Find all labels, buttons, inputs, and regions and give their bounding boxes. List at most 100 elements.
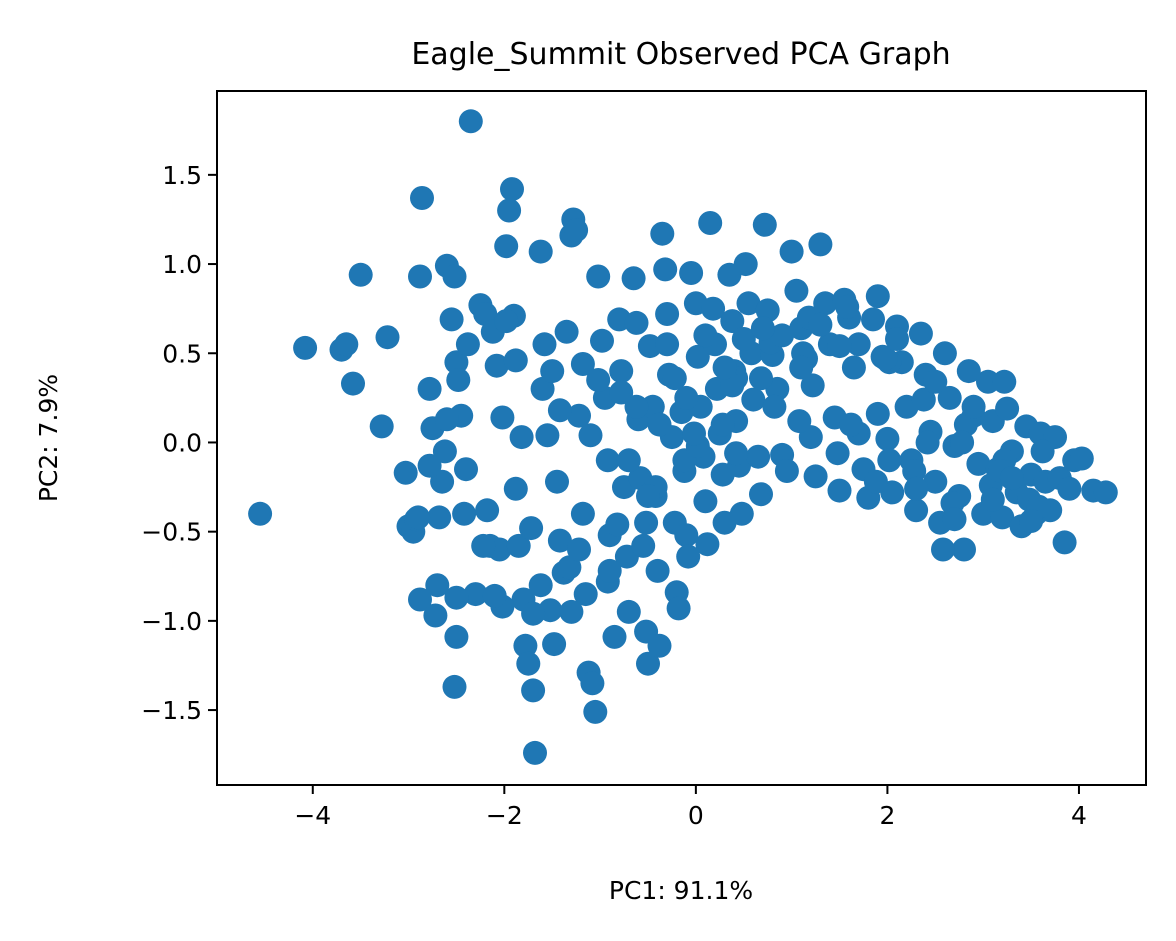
scatter-point — [455, 332, 480, 357]
scatter-point — [904, 476, 929, 501]
scatter-point — [624, 394, 649, 419]
scatter-point — [865, 284, 890, 309]
scatter-point — [528, 239, 553, 264]
scatter-point — [877, 448, 902, 473]
scatter-point — [408, 587, 432, 612]
scatter-point — [523, 740, 547, 765]
scatter-point — [875, 426, 900, 451]
scatter-point — [497, 198, 522, 223]
scatter-point — [609, 359, 634, 384]
scatter-point — [980, 487, 1005, 512]
scatter-point — [616, 599, 641, 624]
y-tick-label: −1.0 — [141, 607, 202, 636]
scatter-point — [741, 387, 766, 412]
scatter-point — [937, 385, 962, 410]
scatter-point — [762, 394, 787, 419]
scatter-point — [417, 376, 442, 401]
scatter-point — [602, 624, 627, 649]
plot-frame — [216, 90, 1147, 786]
y-tick-label: 1.0 — [162, 250, 202, 279]
scatter-point — [634, 510, 659, 535]
scatter-point — [695, 532, 720, 557]
scatter-point — [567, 537, 591, 562]
scatter-point — [406, 505, 431, 530]
scatter-point — [564, 218, 589, 243]
scatter-point — [484, 353, 509, 378]
scatter-point — [427, 505, 452, 530]
scatter-point — [341, 371, 365, 396]
scatter-point — [528, 573, 553, 598]
scatter-point — [779, 239, 804, 264]
y-tick-label: 0.0 — [162, 428, 202, 457]
scatter-point — [956, 359, 981, 384]
y-tick-label: −0.5 — [141, 518, 202, 547]
scatter-point — [835, 294, 860, 319]
scatter-point — [293, 335, 318, 360]
chart-title: Eagle_Summit Observed PCA Graph — [411, 37, 950, 72]
scatter-point — [554, 319, 579, 344]
scatter-point — [752, 212, 777, 237]
scatter-point — [559, 599, 584, 624]
scatter-point — [693, 323, 718, 348]
scatter-point — [590, 328, 614, 353]
scatter-point — [720, 309, 745, 334]
scatter-point — [417, 453, 442, 478]
scatter-point — [999, 466, 1024, 491]
scatter-point — [1093, 480, 1118, 505]
scatter-point — [712, 355, 737, 380]
scatter-point — [636, 484, 660, 508]
scatter-point — [408, 264, 432, 289]
scatter-point — [729, 501, 754, 526]
scatter-point — [631, 533, 656, 558]
scatter-point — [863, 469, 888, 494]
scatter-point — [803, 464, 828, 489]
scatter-point — [454, 457, 478, 482]
scatter-point — [873, 346, 898, 371]
scatter-point — [595, 448, 620, 473]
scatter-point — [583, 699, 608, 724]
scatter-point — [679, 261, 704, 285]
scatter-point — [509, 425, 534, 450]
scatter-point — [908, 321, 933, 346]
scatter-point — [439, 307, 464, 332]
scatter-point — [789, 355, 814, 380]
scatter-point — [475, 498, 500, 523]
scatter-point — [616, 448, 641, 473]
x-axis: −4 −2 0 2 4 — [294, 785, 1087, 830]
scatter-point — [698, 211, 723, 235]
scatter-point — [990, 505, 1015, 530]
scatter-point — [1030, 439, 1055, 464]
scatter-point — [932, 341, 957, 366]
scatter-point — [542, 632, 567, 657]
scatter-point — [931, 537, 955, 562]
scatter-point — [570, 501, 595, 526]
scatter-point — [444, 585, 469, 610]
x-tick-label: 4 — [1071, 801, 1087, 830]
scatter-point — [647, 412, 672, 437]
scatter-point — [733, 252, 758, 277]
scatter-point — [647, 633, 672, 658]
scatter-point — [586, 368, 611, 392]
y-axis: −1.5 −1.0 −0.5 0.0 0.5 1.0 1.5 — [141, 161, 217, 725]
scatter-point — [674, 523, 699, 548]
scatter-point — [248, 501, 273, 526]
scatter-point — [532, 332, 557, 357]
scatter-point — [950, 430, 975, 455]
scatter-point — [750, 316, 775, 341]
scatter-point — [770, 323, 795, 348]
scatter-point — [662, 366, 687, 391]
scatter-point — [410, 186, 434, 210]
scatter-point — [841, 355, 866, 380]
scatter-point — [490, 405, 515, 430]
scatter-point — [992, 369, 1017, 394]
x-tick-label: 2 — [879, 801, 895, 830]
scatter-point — [609, 380, 634, 405]
scatter-point — [827, 334, 852, 359]
scatter-point — [885, 327, 909, 351]
scatter-point — [521, 601, 546, 626]
scatter-point — [567, 403, 591, 428]
x-tick-label: −4 — [294, 801, 331, 830]
scatter-point — [586, 264, 611, 289]
scatter-point — [334, 332, 359, 357]
